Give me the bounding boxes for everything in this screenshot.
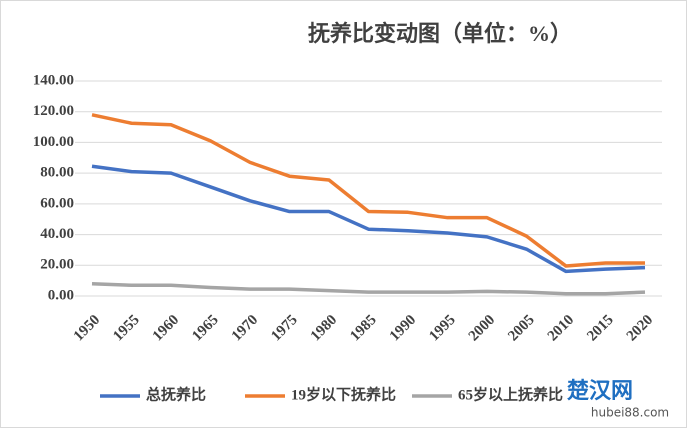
y-tick-label: 80.00 <box>40 165 74 181</box>
legend-label: 65岁以上抚养比 <box>458 385 563 403</box>
y-tick-label: 20.00 <box>40 257 74 273</box>
y-tick-label: 60.00 <box>40 195 74 211</box>
y-tick-label: 40.00 <box>40 226 74 242</box>
watermark-url: hubei88.com <box>591 406 669 420</box>
watermark: 楚汉网 <box>567 379 633 404</box>
y-tick-label: 140.00 <box>33 72 74 88</box>
chart-title: 抚养比变动图（单位：%） <box>308 21 572 46</box>
y-tick-label: 120.00 <box>33 103 74 119</box>
series-line <box>91 113 645 268</box>
legend-label: 总抚养比 <box>146 385 206 403</box>
series-line <box>91 281 646 296</box>
series-line <box>91 164 646 274</box>
y-tick-label: 0.00 <box>48 287 74 303</box>
y-tick-label: 100.00 <box>33 134 74 150</box>
legend-label: 19岁以下抚养比 <box>291 385 396 403</box>
